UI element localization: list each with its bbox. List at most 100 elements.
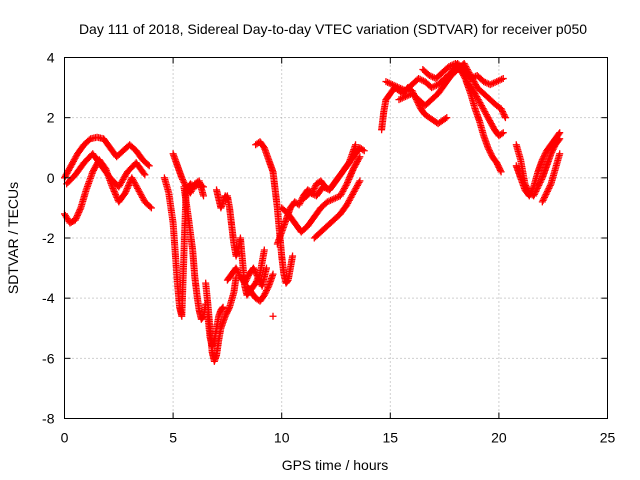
data-point-marker	[418, 76, 426, 84]
data-point-marker	[249, 264, 257, 272]
data-point-marker	[111, 189, 119, 197]
data-point-marker	[244, 273, 252, 281]
data-point-marker	[498, 106, 506, 114]
data-point-marker	[252, 270, 260, 278]
data-point-marker	[543, 189, 551, 197]
data-point-marker	[489, 79, 497, 87]
data-point-marker	[343, 180, 351, 188]
data-point-marker	[488, 121, 496, 129]
data-point-marker	[242, 278, 249, 286]
data-point-marker	[345, 196, 353, 204]
data-point-marker	[486, 81, 494, 89]
data-point-marker	[138, 192, 146, 200]
data-point-marker	[146, 203, 154, 211]
series-arc-4	[160, 174, 208, 320]
data-point-marker	[480, 78, 488, 86]
data-point-marker	[353, 183, 361, 191]
y-axis-label: SDTVAR / TECUs	[5, 182, 21, 294]
data-point-marker	[476, 99, 484, 107]
data-point-marker	[498, 130, 506, 138]
y-tick-label: 4	[47, 50, 55, 66]
data-point-marker	[255, 275, 263, 283]
data-point-marker	[353, 159, 361, 167]
data-point-marker	[65, 166, 73, 174]
data-point-marker	[499, 75, 507, 83]
data-point-marker	[338, 189, 346, 197]
data-point-marker	[347, 171, 355, 179]
x-tick-label: 10	[274, 430, 290, 446]
data-point-marker	[144, 161, 152, 169]
data-point-marker	[441, 115, 449, 123]
data-point-marker	[65, 165, 73, 173]
x-axis-label: GPS time / hours	[282, 457, 389, 473]
series-arc-21	[395, 60, 509, 122]
data-point-marker	[347, 193, 355, 201]
data-point-marker	[306, 189, 314, 197]
data-point-marker	[344, 198, 352, 206]
data-point-marker	[527, 189, 535, 197]
x-tick-label: 20	[491, 430, 507, 446]
x-axis-ticks: 0 5 10 15 20 25	[61, 57, 615, 446]
series-arc-16	[278, 153, 364, 236]
data-point-marker	[494, 162, 502, 170]
data-point-marker	[555, 130, 563, 138]
data-point-marker	[393, 83, 401, 91]
data-point-marker	[484, 114, 492, 122]
data-point-marker	[72, 153, 80, 161]
data-point-marker	[134, 186, 142, 194]
data-point-marker	[346, 195, 354, 203]
data-point-marker	[253, 272, 261, 280]
data-point-marker	[73, 211, 81, 219]
data-point-marker	[91, 163, 99, 171]
data-point-marker	[262, 264, 270, 272]
data-point-marker	[546, 183, 554, 191]
data-point-marker	[427, 72, 435, 80]
data-point-marker	[351, 162, 359, 170]
data-point-marker	[392, 82, 400, 90]
data-point-marker	[72, 214, 80, 222]
data-point-marker	[499, 129, 507, 137]
data-point-marker	[485, 145, 493, 153]
data-point-marker	[494, 77, 502, 85]
data-point-marker	[445, 63, 453, 71]
data-point-marker	[475, 97, 483, 105]
data-point-marker	[463, 66, 471, 74]
data-point-marker	[189, 183, 197, 191]
data-point-marker	[262, 287, 270, 295]
y-tick-label: -6	[42, 350, 55, 366]
data-point-marker	[356, 177, 364, 185]
data-point-marker	[242, 276, 250, 284]
data-point-marker	[125, 181, 133, 189]
data-point-marker	[71, 154, 79, 162]
data-point-marker	[482, 109, 490, 117]
data-point-marker	[541, 150, 549, 158]
data-point-marker	[319, 183, 327, 191]
data-point-marker	[296, 199, 304, 207]
data-point-marker	[344, 177, 352, 185]
data-point-marker	[141, 171, 149, 179]
data-point-marker	[545, 184, 553, 192]
data-point-marker	[544, 186, 552, 194]
data-point-marker	[260, 291, 268, 299]
data-point-marker	[339, 187, 347, 195]
data-point-marker	[69, 157, 77, 165]
data-point-marker	[311, 183, 319, 191]
data-point-marker	[460, 72, 468, 80]
x-tick-label: 5	[169, 430, 177, 446]
data-point-marker	[472, 81, 480, 89]
data-point-marker	[483, 112, 491, 120]
data-point-marker	[356, 153, 364, 161]
data-point-marker	[109, 184, 117, 192]
data-point-marker	[499, 109, 507, 117]
data-point-marker	[546, 181, 554, 189]
data-point-marker	[122, 187, 130, 195]
data-point-marker	[69, 159, 77, 167]
data-point-marker	[71, 216, 79, 224]
data-point-marker	[134, 184, 142, 192]
data-point-marker	[112, 190, 120, 198]
data-point-marker	[467, 73, 475, 81]
data-point-marker	[350, 187, 358, 195]
y-tick-label: -4	[42, 290, 55, 306]
data-point-marker	[75, 207, 83, 215]
data-point-marker	[479, 105, 487, 113]
